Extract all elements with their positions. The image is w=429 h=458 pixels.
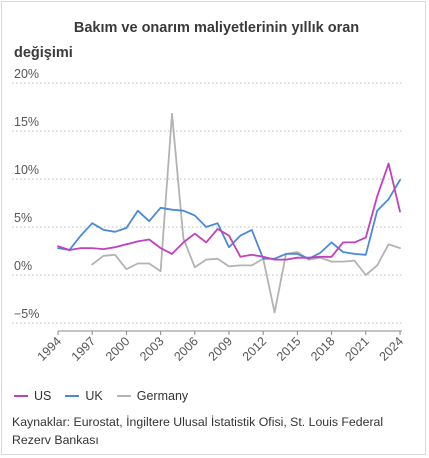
x-tick-label: 2018 — [308, 334, 338, 364]
legend-item-us: US — [14, 389, 51, 403]
legend-swatch — [65, 395, 80, 397]
series-lines — [57, 112, 401, 314]
chart-title-line-2: değişimi — [14, 45, 73, 61]
x-axis — [57, 330, 402, 335]
legend-item-uk: UK — [65, 389, 103, 403]
x-tick-label: 2006 — [171, 334, 201, 364]
y-tick-label: 15% — [14, 115, 39, 129]
y-tick-label: 10% — [14, 163, 39, 177]
y-tick-labels: 20% 15% 10% 5% 0% −5% — [14, 67, 39, 321]
legend-label: US — [34, 389, 52, 403]
x-tick-label: 2009 — [206, 334, 236, 364]
legend-label: Germany — [136, 389, 189, 403]
source-note: Kaynaklar: Eurostat, İngiltere Ulusal İs… — [12, 415, 384, 447]
chart-title: Bakım ve onarım maliyetlerinin yıllık or… — [14, 16, 419, 66]
chart-legend: US UK Germany — [14, 388, 202, 404]
y-gridlines — [12, 82, 404, 324]
x-tick-labels: 1994 1997 2000 2003 2006 2009 2012 2015 2018 2021… — [35, 334, 407, 364]
chart-title-line-1: Bakım ve onarım maliyetlerinin yıllık or… — [73, 20, 360, 36]
y-tick-label: 0% — [14, 259, 32, 273]
x-tick-label: 2024 — [377, 334, 407, 364]
x-tick-label: 2003 — [137, 334, 167, 364]
x-tick-label: 2015 — [274, 334, 304, 364]
legend-swatch — [14, 395, 28, 397]
legend-label: UK — [85, 389, 103, 403]
x-tick-label: 2000 — [103, 334, 133, 364]
x-tick-label: 1997 — [69, 334, 99, 364]
x-tick-label: 2012 — [240, 334, 270, 364]
x-tick-label: 1994 — [35, 334, 65, 364]
series-line-us — [57, 162, 401, 261]
y-tick-label: −5% — [14, 307, 39, 321]
legend-item-germany: Germany — [116, 389, 189, 403]
series-line-uk — [57, 179, 401, 260]
x-tick-label: 2021 — [342, 334, 372, 364]
series-line-germany — [91, 112, 401, 314]
y-tick-label: 20% — [14, 67, 39, 81]
legend-swatch — [116, 395, 131, 397]
y-tick-label: 5% — [14, 211, 32, 225]
